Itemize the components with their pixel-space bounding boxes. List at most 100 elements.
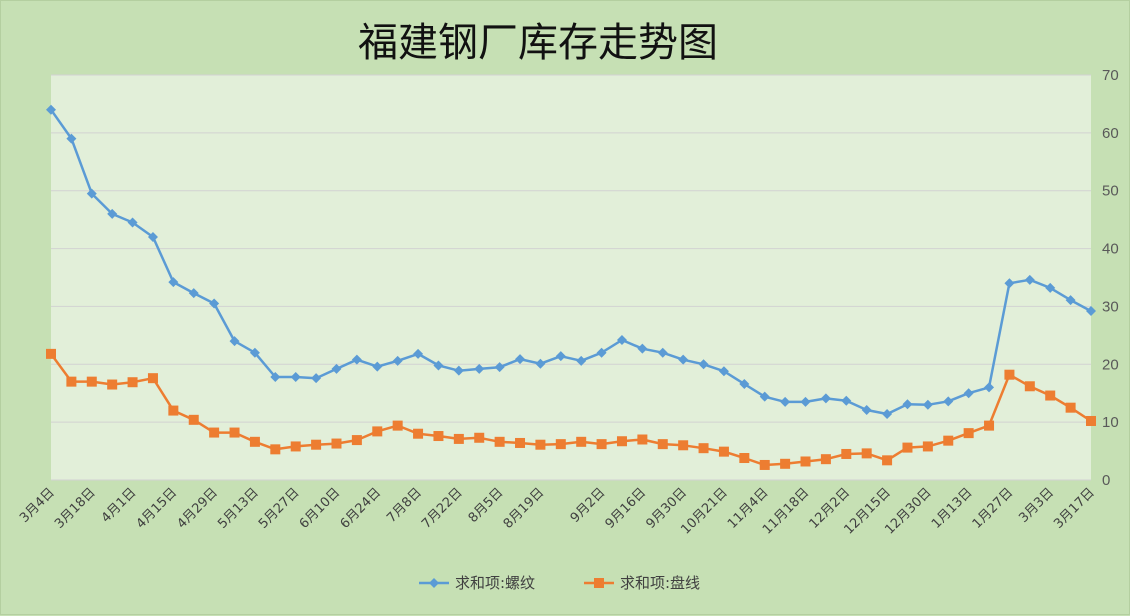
data-point (739, 378, 750, 389)
data-point (433, 360, 444, 371)
data-point (698, 443, 709, 454)
grid-lines (51, 74, 1091, 481)
y-tick-labels: 0 10 20 30 40 50 60 70 (1102, 67, 1119, 489)
data-point (718, 446, 729, 457)
data-point (820, 393, 831, 404)
x-tick-label: 9月2日 (568, 485, 609, 526)
legend-label: 求和项:盘线 (620, 574, 700, 592)
data-point (616, 334, 627, 345)
data-point (351, 435, 362, 446)
data-point (494, 436, 505, 447)
data-point (86, 188, 97, 199)
data-point (902, 442, 913, 453)
data-point (168, 405, 179, 416)
y-tick-label: 10 (1102, 414, 1119, 431)
data-point (780, 458, 791, 469)
x-tick-label: 4月1日 (99, 485, 140, 526)
data-point (984, 420, 995, 431)
data-point (861, 404, 872, 415)
data-point (637, 434, 648, 445)
x-tick-label: 1月13日 (929, 485, 976, 532)
chart-title: 福建钢厂库存走势图 (358, 20, 718, 66)
x-tick-label: 4月29日 (174, 485, 221, 532)
data-point (127, 377, 138, 388)
data-point (657, 439, 668, 450)
series-2 (46, 348, 1096, 470)
data-point (311, 373, 322, 384)
data-point (372, 426, 383, 437)
data-point (596, 439, 607, 450)
data-point (209, 298, 220, 309)
data-point (290, 372, 301, 383)
data-point (392, 355, 403, 366)
data-point (963, 388, 974, 399)
data-point (351, 354, 362, 365)
y-tick-label: 40 (1102, 241, 1119, 258)
x-tick-label: 3月3日 (1016, 485, 1057, 526)
data-point (535, 358, 546, 369)
data-point (820, 454, 831, 465)
x-tick-label: 6月10日 (297, 485, 344, 532)
data-point (229, 336, 240, 347)
data-point (413, 348, 424, 359)
data-point (270, 372, 281, 383)
data-point (331, 363, 342, 374)
data-point (249, 347, 260, 358)
legend: 求和项:螺纹 求和项:盘线 (419, 574, 700, 592)
x-tick-label: 8月5日 (466, 485, 507, 526)
data-point (168, 277, 179, 288)
data-point (882, 409, 893, 420)
x-tick-label: 5月13日 (215, 485, 262, 532)
data-point (188, 288, 199, 299)
series-line (49, 353, 1092, 467)
y-tick-label: 50 (1102, 183, 1119, 200)
data-point (800, 396, 811, 407)
x-tick-label: 3月4日 (17, 485, 58, 526)
legend-label: 求和项:螺纹 (455, 574, 535, 592)
series-line (49, 108, 1092, 416)
x-tick-label: 6月24日 (338, 485, 385, 532)
data-point (678, 440, 689, 451)
data-point (535, 439, 546, 450)
data-point (739, 453, 750, 464)
data-point (515, 354, 526, 365)
y-tick-label: 30 (1102, 298, 1119, 315)
data-point (1045, 282, 1056, 293)
data-point (882, 455, 893, 466)
data-point (963, 428, 974, 439)
data-point (1004, 369, 1015, 380)
data-point (147, 232, 158, 242)
data-point (66, 133, 77, 144)
legend-marker (594, 578, 604, 588)
x-tick-label: 5月27日 (256, 485, 303, 532)
data-point (1065, 402, 1076, 413)
y-tick-label: 70 (1102, 67, 1119, 84)
data-point (311, 439, 322, 450)
x-tick-label: 1月27日 (970, 485, 1017, 532)
data-point (1004, 278, 1015, 289)
x-tick-label: 8月19日 (501, 485, 548, 532)
legend-item: 求和项:盘线 (584, 574, 700, 592)
x-tick-label: 7月8日 (384, 485, 425, 526)
data-point (1065, 295, 1076, 306)
data-point (841, 395, 852, 406)
data-point (392, 420, 403, 431)
data-point (1086, 306, 1096, 317)
data-point (984, 382, 995, 393)
data-point (576, 355, 587, 366)
data-point (331, 438, 342, 449)
data-point (902, 399, 913, 410)
data-point (698, 359, 709, 370)
data-point (922, 399, 933, 410)
data-point (147, 373, 158, 384)
x-tick-label: 3月17日 (1051, 485, 1098, 532)
data-point (1024, 381, 1035, 392)
data-point (1045, 390, 1056, 401)
data-point (841, 448, 852, 459)
data-point (270, 444, 281, 455)
data-point (576, 436, 587, 447)
data-point (1086, 415, 1096, 426)
data-point (616, 436, 627, 447)
